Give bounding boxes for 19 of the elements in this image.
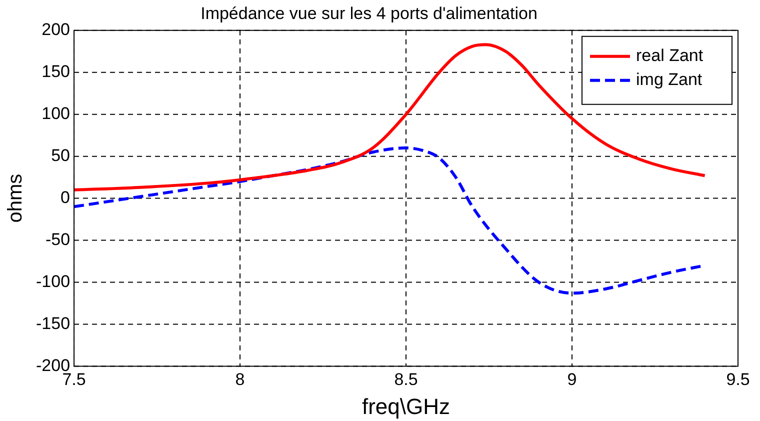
y-tick-label: -100 <box>36 272 70 291</box>
y-tick-label: 100 <box>42 104 70 124</box>
x-tick-label: 7.5 <box>62 370 86 390</box>
y-tick-label: 50 <box>51 146 70 166</box>
y-tick-label: 0 <box>60 188 70 207</box>
x-tick-label: 9 <box>567 370 577 390</box>
legend-label: real Zant <box>636 46 704 66</box>
y-tick-label: 150 <box>42 62 70 82</box>
x-axis-title: freq\GHz <box>362 394 450 419</box>
y-axis-title: ohms <box>4 174 27 223</box>
chart-title: Impédance vue sur les 4 ports d'alimentation <box>200 4 538 23</box>
x-tick-label: 8 <box>235 370 245 390</box>
line-series <box>74 43 706 192</box>
legend-label: img Zant <box>636 70 702 90</box>
x-tick-label: 8.5 <box>394 370 418 390</box>
y-tick-label: -150 <box>36 314 70 333</box>
y-tick-label: 200 <box>42 20 70 40</box>
x-tick-label: 9.5 <box>726 370 750 390</box>
y-tick-label: -50 <box>45 230 70 249</box>
